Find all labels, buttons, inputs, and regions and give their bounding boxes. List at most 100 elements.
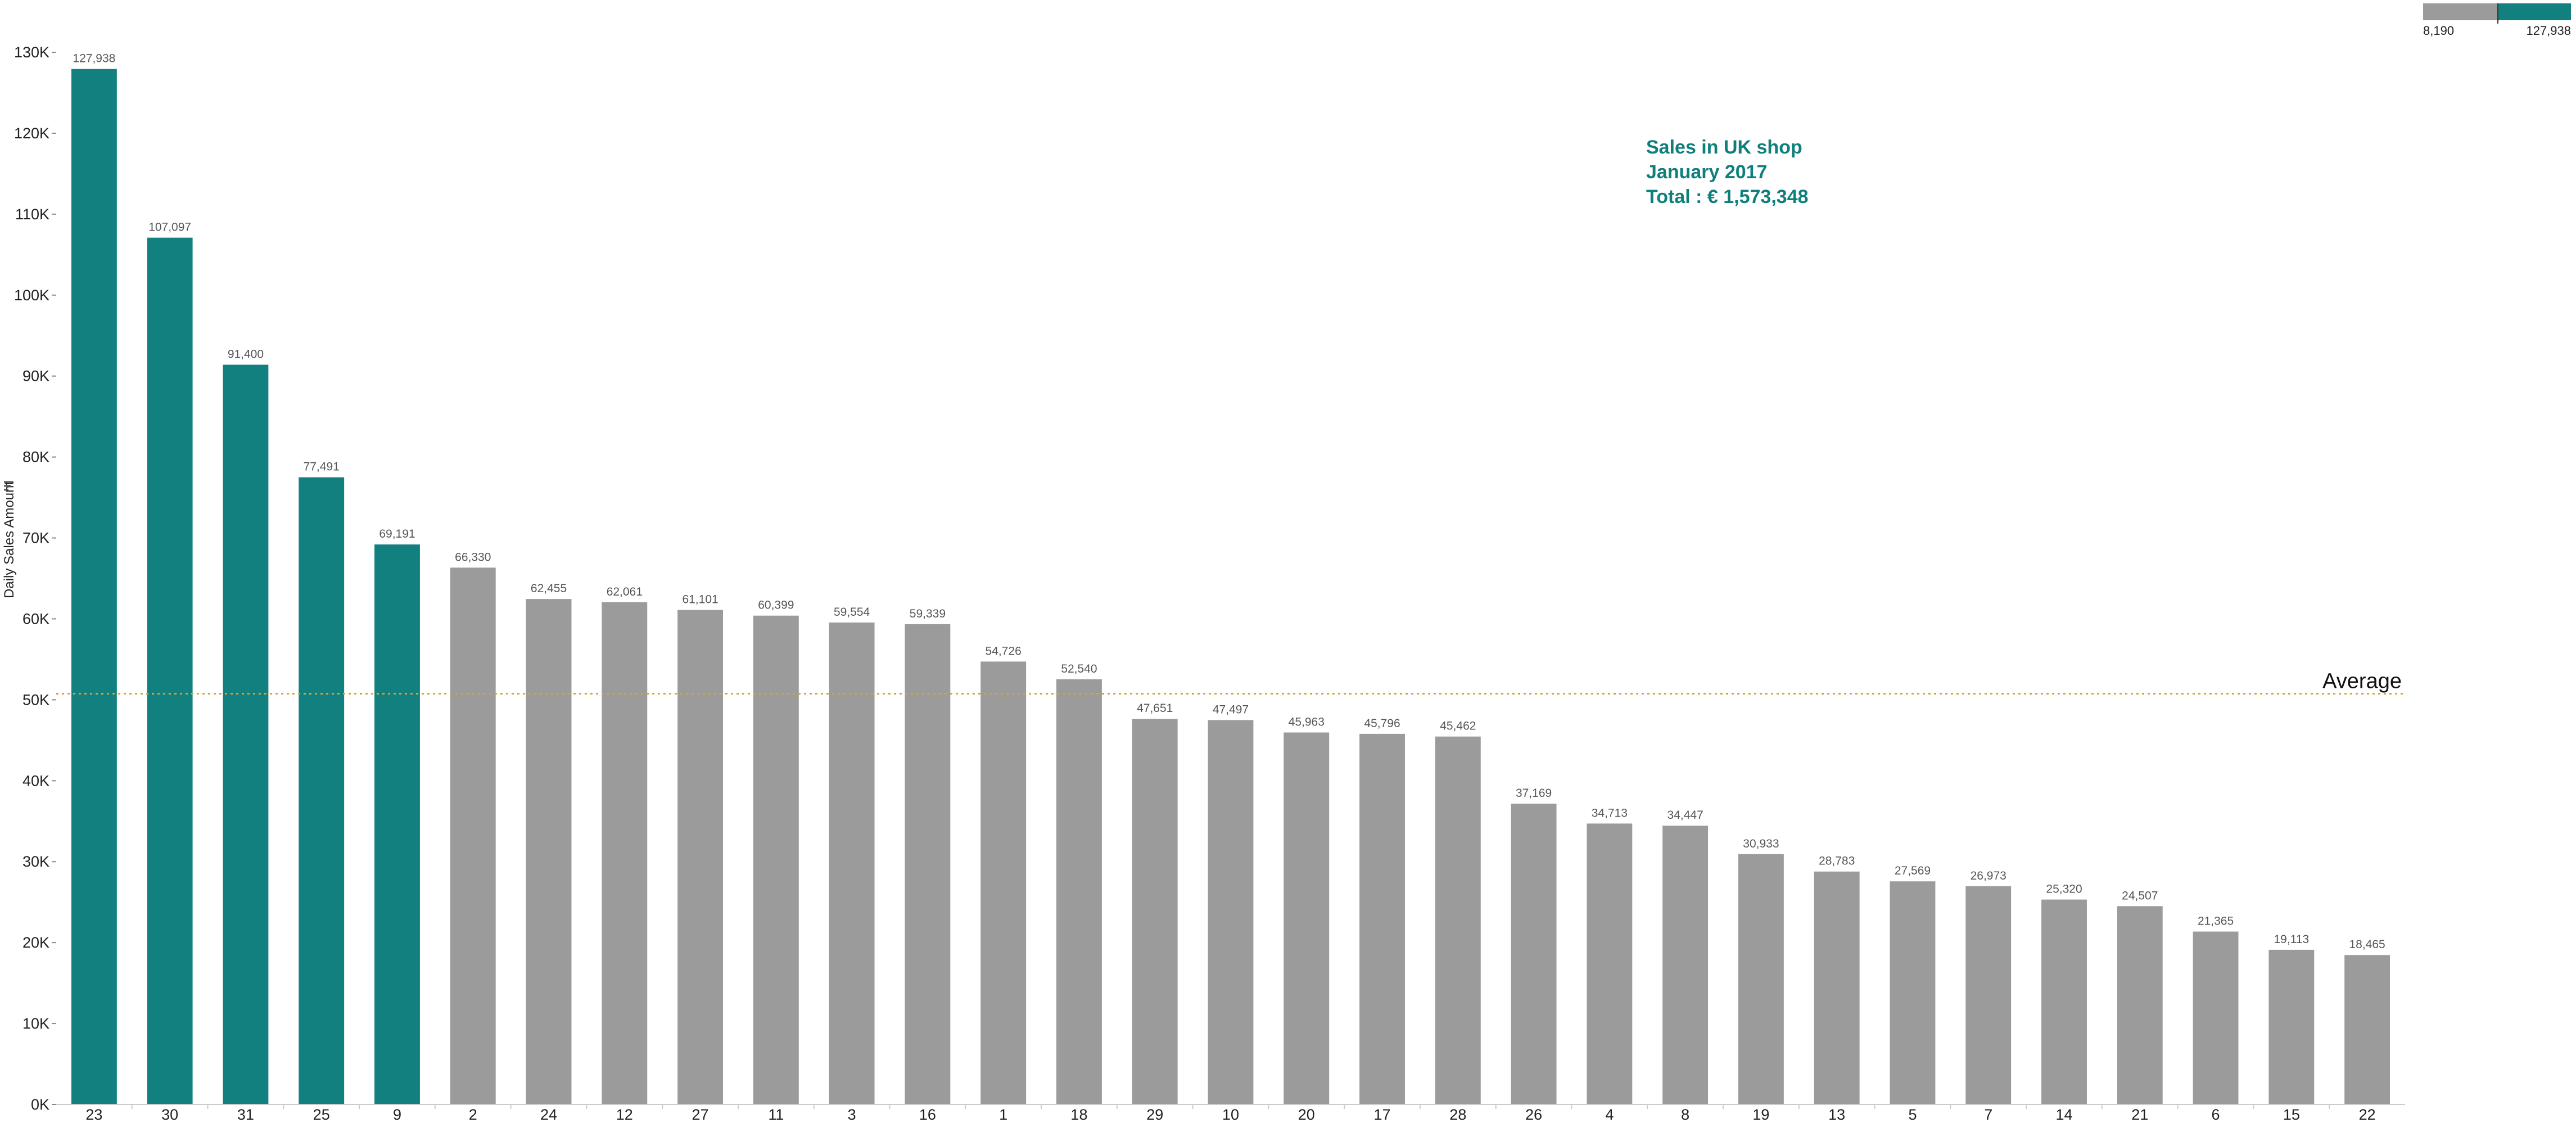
bar-value-label: 19,113	[2274, 933, 2310, 946]
x-tick-label: 23	[85, 1106, 102, 1123]
y-tick-label: 30K	[22, 853, 49, 870]
bar[interactable]	[1132, 719, 1178, 1105]
x-tick-label: 13	[1828, 1106, 1845, 1123]
x-tick-label: 9	[393, 1106, 401, 1123]
y-tick-label: 50K	[22, 691, 49, 708]
x-tick-label: 18	[1070, 1106, 1087, 1123]
bar[interactable]	[1435, 736, 1481, 1105]
bar[interactable]	[2268, 949, 2315, 1105]
bar[interactable]	[2117, 906, 2163, 1105]
x-tick-label: 19	[1752, 1106, 1769, 1123]
y-tick-label: 40K	[22, 772, 49, 789]
x-tick-label: 21	[2131, 1106, 2148, 1123]
bar-value-label: 61,101	[682, 593, 718, 606]
chart-title-block: Sales in UK shop January 2017 Total : € …	[1646, 135, 1809, 209]
y-tick-label: 20K	[22, 934, 49, 951]
bar[interactable]	[299, 477, 345, 1105]
bar[interactable]	[1284, 732, 1330, 1105]
bar[interactable]	[526, 599, 572, 1105]
y-tick-label: 10K	[22, 1015, 49, 1032]
x-tick-label: 12	[616, 1106, 633, 1123]
bar-value-label: 47,497	[1213, 703, 1249, 716]
bar[interactable]	[1359, 733, 1405, 1105]
chart-total: Total : € 1,573,348	[1646, 186, 1809, 208]
bar-value-label: 26,973	[1971, 869, 2006, 882]
y-tick-label: 80K	[22, 449, 49, 466]
bar[interactable]	[223, 364, 269, 1105]
bar-value-label: 30,933	[1743, 837, 1779, 850]
bar-value-label: 77,491	[304, 461, 340, 474]
bar[interactable]	[905, 624, 951, 1105]
x-tick-label: 8	[1681, 1106, 1689, 1123]
y-tick-label: 120K	[14, 125, 49, 142]
bar-value-label: 69,191	[379, 528, 415, 540]
bar-value-label: 59,339	[910, 607, 946, 620]
x-axis: 23 30 31 25 9 2 24 12 27 11 3 16 1 18 29 10 20 17 28 26 4 8 19…	[56, 1104, 2405, 1123]
bar[interactable]	[1738, 854, 1784, 1105]
x-tick-label: 31	[237, 1106, 254, 1123]
bar[interactable]	[1056, 679, 1102, 1105]
x-tick-label: 7	[1984, 1106, 1992, 1123]
bar[interactable]	[1890, 881, 1936, 1105]
x-tick-label: 26	[1525, 1106, 1542, 1123]
legend-swatch-low	[2423, 3, 2498, 20]
bar[interactable]	[1208, 720, 1254, 1105]
x-tick-label: 14	[2055, 1106, 2072, 1123]
bar-value-label: 60,399	[758, 599, 794, 612]
sort-icon[interactable]	[4, 481, 13, 491]
y-tick-label: 60K	[22, 610, 49, 627]
bar-value-label: 27,569	[1895, 864, 1931, 877]
bar[interactable]	[602, 602, 648, 1105]
y-tick-label: 0K	[31, 1096, 49, 1113]
bar[interactable]	[753, 615, 799, 1105]
bar[interactable]	[1587, 823, 1633, 1105]
x-tick-label: 25	[313, 1106, 330, 1123]
bar[interactable]	[980, 661, 1027, 1105]
x-tick-label: 29	[1146, 1106, 1163, 1123]
bar[interactable]	[677, 610, 724, 1105]
x-tick-label: 28	[1449, 1106, 1466, 1123]
bar-value-label: 45,462	[1440, 720, 1476, 733]
bar[interactable]	[450, 567, 496, 1105]
bar[interactable]	[1814, 871, 1860, 1105]
bar[interactable]	[1965, 886, 2012, 1105]
bar[interactable]	[2041, 899, 2087, 1105]
x-tick-label: 5	[1908, 1106, 1917, 1123]
bar-value-label: 59,554	[834, 606, 870, 619]
x-tick-label: 20	[1298, 1106, 1315, 1123]
bars-group: 127,938 107,097 91,400 77,491 69,191 66,330 62…	[71, 52, 2390, 1105]
x-tick-label: 11	[768, 1106, 784, 1123]
x-tick-label: 27	[692, 1106, 709, 1123]
bar[interactable]	[829, 622, 875, 1105]
bar-value-label: 21,365	[2198, 915, 2234, 928]
y-tick-label: 90K	[22, 368, 49, 385]
bar[interactable]	[147, 237, 193, 1105]
y-tick-label: 70K	[22, 530, 49, 547]
x-tick-label: 6	[2212, 1106, 2220, 1123]
legend-max-label: 127,938	[2526, 24, 2571, 38]
average-label: Average	[2322, 670, 2402, 693]
bar[interactable]	[2344, 955, 2390, 1105]
bar[interactable]	[374, 544, 420, 1105]
bar[interactable]	[71, 69, 117, 1105]
bar[interactable]	[2193, 931, 2239, 1105]
bar-value-label: 37,169	[1516, 787, 1552, 800]
x-tick-label: 3	[848, 1106, 856, 1123]
y-axis-title: Daily Sales Amount	[2, 481, 17, 598]
x-tick-label: 16	[919, 1106, 936, 1123]
x-tick-label: 4	[1605, 1106, 1614, 1123]
y-tick-label: 130K	[14, 44, 49, 61]
bar[interactable]	[1511, 804, 1557, 1105]
bar-value-label: 54,726	[986, 644, 1022, 657]
bar[interactable]	[1662, 826, 1709, 1105]
x-tick-label: 2	[469, 1106, 477, 1123]
legend-min-label: 8,190	[2423, 24, 2454, 38]
y-tick-label: 110K	[15, 206, 49, 223]
bar-value-label: 28,783	[1819, 855, 1855, 868]
bar-value-label: 45,796	[1364, 717, 1400, 730]
bar-value-label: 52,540	[1061, 662, 1097, 675]
x-tick-label: 22	[2359, 1106, 2376, 1123]
y-axis: 0K 10K 20K 30K 40K 50K 60K 70K 80K 90K 100K 110K 120…	[14, 44, 56, 1113]
bar-value-label: 62,455	[531, 582, 567, 595]
